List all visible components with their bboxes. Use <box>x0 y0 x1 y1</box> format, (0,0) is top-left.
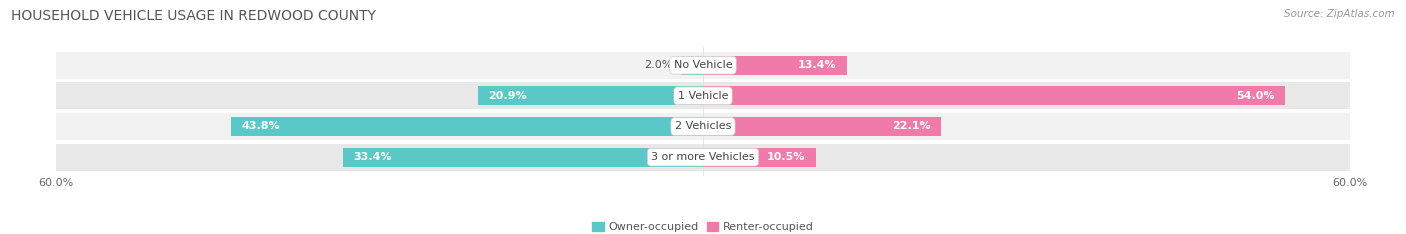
Text: 2 Vehicles: 2 Vehicles <box>675 121 731 132</box>
Bar <box>703 148 815 167</box>
Bar <box>56 52 1350 79</box>
Text: 1 Vehicle: 1 Vehicle <box>678 91 728 101</box>
Bar <box>56 82 1350 109</box>
Bar <box>703 86 1285 105</box>
Text: 10.5%: 10.5% <box>768 152 806 162</box>
Text: 43.8%: 43.8% <box>242 121 280 132</box>
Bar <box>56 113 1350 140</box>
Legend: Owner-occupied, Renter-occupied: Owner-occupied, Renter-occupied <box>588 218 818 234</box>
Bar <box>231 117 703 136</box>
Text: 54.0%: 54.0% <box>1236 91 1274 101</box>
Text: 2.0%: 2.0% <box>644 60 673 70</box>
Bar <box>682 56 703 75</box>
Bar <box>703 117 941 136</box>
Bar <box>703 56 848 75</box>
Text: 13.4%: 13.4% <box>799 60 837 70</box>
Text: 22.1%: 22.1% <box>891 121 931 132</box>
Text: No Vehicle: No Vehicle <box>673 60 733 70</box>
Bar <box>478 86 703 105</box>
Bar <box>343 148 703 167</box>
Text: 20.9%: 20.9% <box>488 91 527 101</box>
Text: HOUSEHOLD VEHICLE USAGE IN REDWOOD COUNTY: HOUSEHOLD VEHICLE USAGE IN REDWOOD COUNT… <box>11 9 377 23</box>
Bar <box>56 144 1350 171</box>
Text: 33.4%: 33.4% <box>354 152 392 162</box>
Text: Source: ZipAtlas.com: Source: ZipAtlas.com <box>1284 9 1395 19</box>
Text: 3 or more Vehicles: 3 or more Vehicles <box>651 152 755 162</box>
